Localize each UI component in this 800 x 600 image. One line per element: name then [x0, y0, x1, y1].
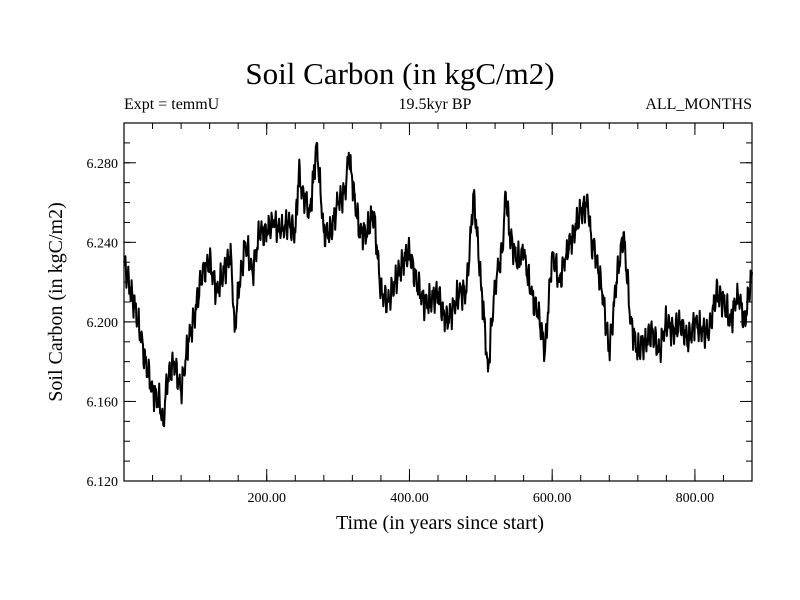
y-axis-title: Soil Carbon (in kgC/m2): [45, 202, 67, 401]
x-axis-title: Time (in years since start): [336, 512, 544, 534]
plot-frame: [123, 122, 753, 482]
data-line: [123, 141, 753, 428]
experiment-label: Expt = temmU: [124, 96, 220, 113]
y-tick-label: 6.280: [87, 157, 119, 172]
x-tick-label: 400.00: [390, 491, 429, 506]
months-label: ALL_MONTHS: [645, 96, 752, 113]
x-tick-label: 800.00: [676, 491, 715, 506]
chart-title: Soil Carbon (in kgC/m2): [245, 56, 555, 91]
y-tick-label: 6.120: [87, 475, 119, 490]
x-tick-label: 600.00: [533, 491, 572, 506]
y-tick-label: 6.240: [87, 236, 119, 251]
y-tick-label: 6.160: [87, 395, 119, 410]
y-tick-label: 6.200: [87, 316, 119, 331]
period-label: 19.5kyr BP: [398, 96, 472, 113]
x-tick-label: 200.00: [247, 491, 286, 506]
